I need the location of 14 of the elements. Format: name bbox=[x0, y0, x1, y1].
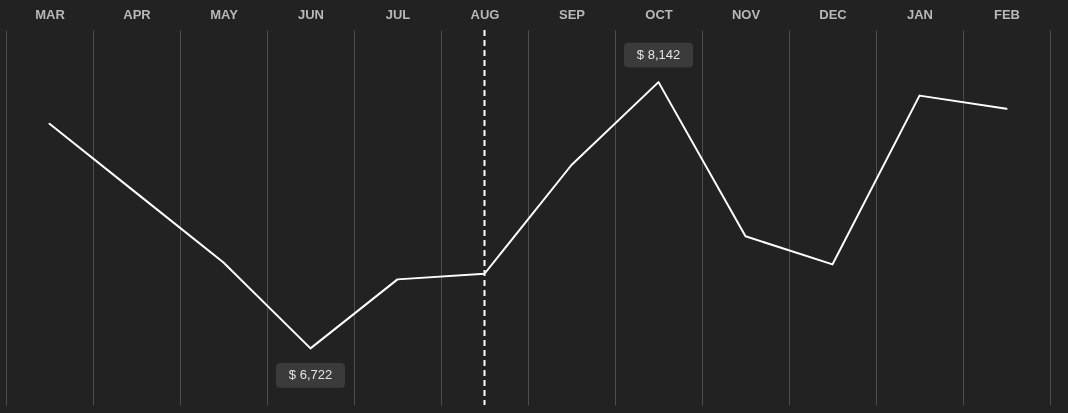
x-tick-label: JAN bbox=[906, 6, 934, 22]
x-tick-label: NOV bbox=[731, 6, 761, 22]
x-tick-label: MAR bbox=[35, 6, 66, 22]
x-tick-label: DEC bbox=[819, 6, 848, 22]
x-tick-label: MAY bbox=[210, 6, 239, 22]
x-tick-label: OCT bbox=[645, 6, 673, 22]
data-label: $ 8,142 bbox=[636, 47, 681, 63]
x-tick-label: FEB bbox=[994, 6, 1020, 22]
x-tick-label: JUL bbox=[385, 6, 411, 22]
x-tick-label: APR bbox=[123, 6, 152, 22]
x-tick-label: AUG bbox=[470, 6, 500, 22]
data-label: $ 6,722 bbox=[288, 367, 333, 383]
x-tick-label: JUN bbox=[297, 6, 325, 22]
x-tick-label: SEP bbox=[558, 6, 586, 22]
